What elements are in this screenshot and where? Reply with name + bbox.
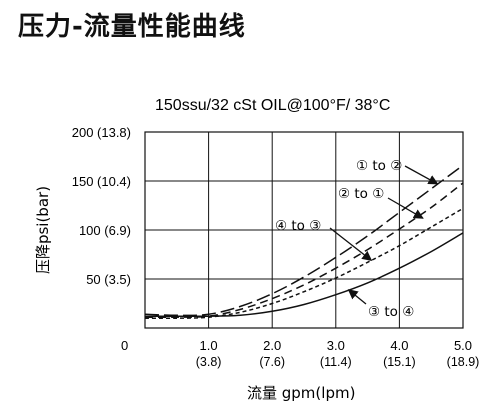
- series-annotation-label: ③ to ④: [368, 304, 414, 320]
- x-tick-sublabel: (7.6): [259, 355, 285, 369]
- x-tick-sublabel: (18.9): [447, 355, 480, 369]
- series-line: [144, 182, 464, 319]
- series-line: [144, 207, 464, 320]
- x-tick-label: 0: [121, 338, 128, 353]
- x-tick-label: 3.0: [327, 338, 345, 353]
- x-tick-sublabel: (11.4): [320, 355, 352, 369]
- series-line: [144, 164, 464, 317]
- series-annotation-label: ④ to ③: [275, 218, 321, 234]
- x-tick-label: 5.0: [454, 338, 472, 353]
- plot-frame: [144, 131, 464, 329]
- x-tick-label: 2.0: [263, 338, 281, 353]
- annotation-arrow: [387, 197, 424, 219]
- annotation-arrow: [329, 227, 373, 261]
- y-axis-label: 压降psi(bar): [34, 186, 52, 274]
- series-annotation-label: ② to ①: [338, 186, 384, 202]
- annotation-arrow: [404, 165, 439, 185]
- series-annotation-label: ① to ②: [356, 158, 402, 174]
- x-tick-label: 1.0: [200, 338, 218, 353]
- x-tick-sublabel: (3.8): [196, 355, 222, 369]
- annotation-arrow: [347, 289, 367, 305]
- page-title: 压力-流量性能曲线: [18, 12, 246, 42]
- y-tick-label: 100 (6.9): [79, 223, 131, 238]
- tick-labels: 0 1.0 (3.8) 2.0 (7.6) 3.0 (11.4) 4.0 (15.1) 5.0 (1…: [72, 125, 480, 369]
- y-tick-label: 200 (13.8): [72, 125, 131, 140]
- series-line: [144, 232, 464, 318]
- series-annotations: ① to ② ② to ① ④ to ③ ③ to ④: [275, 158, 439, 320]
- x-axis-label: 流量 gpm(lpm): [247, 384, 355, 402]
- x-tick-label: 4.0: [390, 338, 408, 353]
- series-group: [144, 164, 464, 320]
- y-tick-label: 150 (10.4): [72, 174, 131, 189]
- chart-title: 150ssu/32 cSt OIL@100°F/ 38°C: [155, 97, 390, 114]
- grid-lines: [145, 132, 463, 328]
- y-tick-label: 50 (3.5): [86, 272, 131, 287]
- x-tick-sublabel: (15.1): [383, 355, 416, 369]
